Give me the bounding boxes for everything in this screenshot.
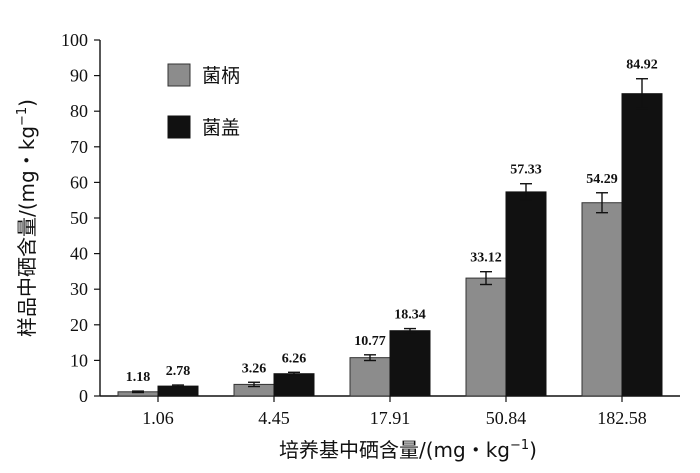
y-tick-label: 90 [70,66,88,86]
x-tick-label: 17.91 [370,408,411,428]
y-tick-label: 20 [70,315,88,335]
x-tick-label: 50.84 [486,408,527,428]
bar-stalk [349,357,391,397]
y-tick-label: 80 [70,101,88,121]
data-label: 54.29 [586,172,618,187]
data-label: 10.77 [354,334,386,349]
x-axis-title: 培养基中硒含量/(mg・kg−1) [279,438,537,462]
data-label: 33.12 [470,251,502,266]
legend-label-cap: 菌盖 [202,117,240,139]
y-tick-label: 0 [79,386,88,406]
y-tick-label: 50 [70,208,88,228]
legend-label-stalk: 菌柄 [202,65,240,87]
bar-cap [389,330,431,397]
bar-cap [621,93,663,397]
y-tick-label: 30 [70,279,88,299]
bars-layer [117,78,663,397]
bar-stalk [465,277,507,397]
data-label: 57.33 [510,163,542,178]
x-tick-label: 4.45 [258,408,290,428]
y-axis-title: 样品中硒含量/(mg・kg−1) [15,99,39,337]
y-tick-label: 10 [70,350,88,370]
bar-stalk [581,202,623,397]
data-label: 1.18 [126,370,151,385]
x-tick-label: 1.06 [142,408,174,428]
y-axis-ticks: 0 10 20 30 40 50 60 70 80 90 100 [61,30,100,406]
legend-swatch-cap [167,115,191,139]
data-label: 3.26 [242,361,267,376]
y-tick-label: 40 [70,244,88,264]
data-label: 84.92 [626,58,658,73]
bar-cap [273,373,315,397]
chart-legend: 菌柄 菌盖 [167,63,240,139]
data-label: 18.34 [394,308,426,323]
y-tick-label: 100 [61,30,88,50]
y-tick-label: 60 [70,172,88,192]
data-label: 2.78 [166,364,191,379]
x-tick-label: 182.58 [597,408,647,428]
y-tick-label: 70 [70,137,88,157]
x-axis-ticks: 1.06 4.45 17.91 50.84 182.58 [142,396,647,428]
data-label: 6.26 [282,351,307,366]
bar-cap [505,191,547,397]
data-labels-layer: 1.18 2.78 3.26 6.26 10.77 18.34 33.12 57.33 54.2… [126,58,658,385]
legend-swatch-stalk [167,63,191,87]
